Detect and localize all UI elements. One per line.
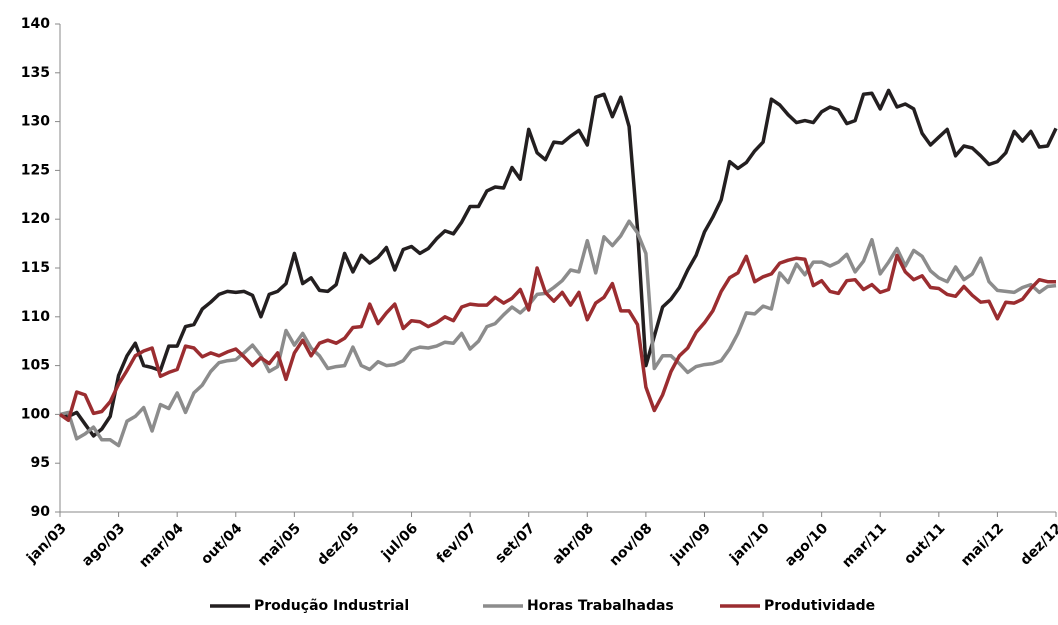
- y-tick-label: 105: [21, 358, 50, 374]
- x-tick-label: mai/05: [255, 520, 304, 569]
- x-tick-label: jun/09: [667, 520, 714, 567]
- x-tick-label: mai/12: [958, 520, 1007, 569]
- x-tick-label: dez/05: [314, 520, 362, 568]
- series-line: [59, 219, 1057, 448]
- y-tick-label: 120: [21, 211, 50, 227]
- y-tick-label: 125: [21, 162, 50, 178]
- x-tick-label: set/07: [492, 520, 538, 566]
- x-tick-label: out/11: [901, 520, 948, 567]
- y-tick-label: 135: [21, 65, 50, 81]
- legend-label: Produção Industrial: [254, 598, 409, 614]
- x-tick-label: mar/04: [136, 520, 187, 571]
- x-tick-label: mar/11: [839, 520, 890, 571]
- y-tick-label: 130: [21, 114, 50, 130]
- x-tick-label: abr/08: [550, 520, 597, 567]
- y-tick-label: 115: [21, 260, 50, 276]
- y-tick-label: 90: [31, 504, 51, 520]
- y-tick-label: 140: [21, 16, 50, 32]
- x-tick-label: out/04: [198, 520, 245, 567]
- y-tick-label: 100: [21, 406, 50, 422]
- series-line: [58, 253, 1056, 423]
- legend-label: Produtividade: [764, 598, 875, 614]
- y-tick-label: 110: [21, 309, 50, 325]
- x-tick-label: jul/06: [378, 520, 421, 563]
- x-tick-label: jan/03: [23, 520, 70, 567]
- legend-label: Horas Trabalhadas: [527, 598, 674, 614]
- x-tick-label: jan/10: [726, 520, 773, 567]
- series-line: [59, 88, 1058, 438]
- x-tick-label: ago/10: [782, 520, 831, 569]
- x-tick-label: ago/03: [79, 520, 128, 569]
- x-tick-label: fev/07: [434, 520, 480, 566]
- y-tick-label: 95: [31, 455, 50, 471]
- x-tick-label: dez/12: [1017, 520, 1058, 568]
- x-tick-label: nov/08: [607, 520, 656, 569]
